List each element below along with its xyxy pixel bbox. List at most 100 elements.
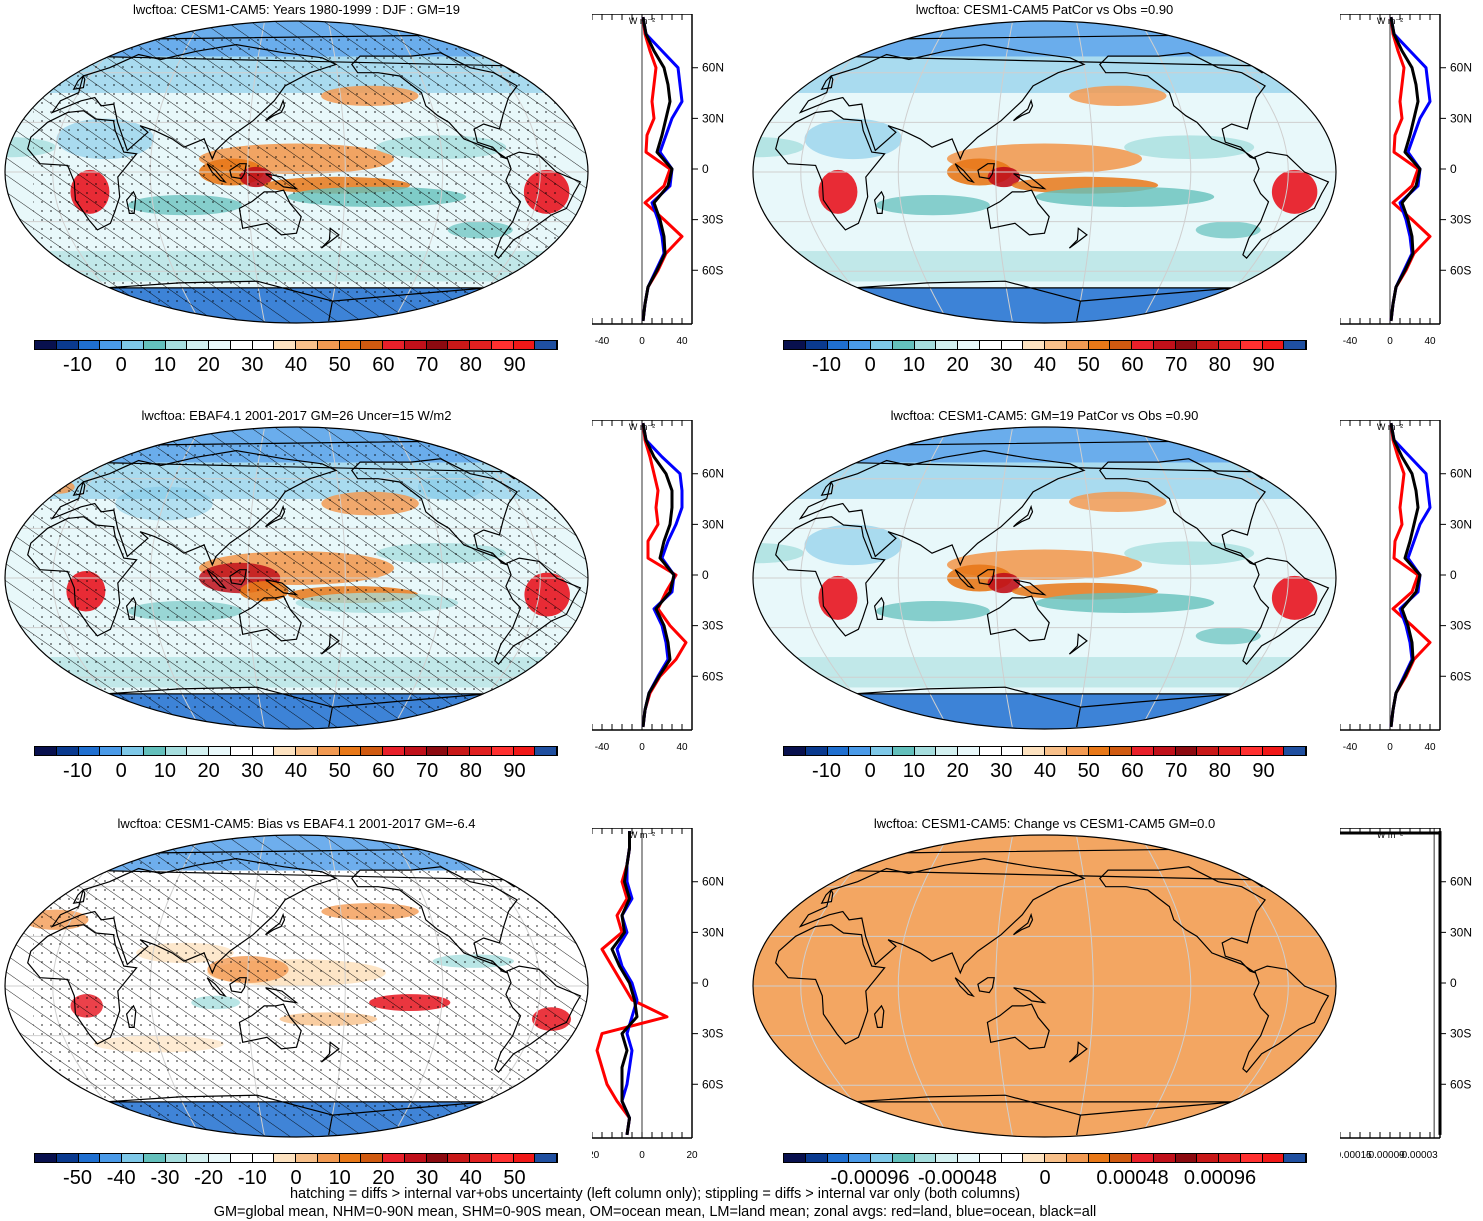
map-plot [752,834,1337,1138]
colorbar-swatch [339,747,362,755]
zonal-y-tick-label: 30S [702,213,723,227]
colorbar-swatch [426,1154,449,1162]
colorbar-swatch [448,341,470,349]
zonal-series-all [610,831,639,1136]
polar-band-north [753,21,1336,57]
colorbar-swatch [1262,341,1285,349]
zonal-y-tick-label: 60N [702,875,724,889]
zonal-y-tick-label: 60N [1450,875,1472,889]
coastline-madagascar [873,596,885,620]
colorbar-tick-label: 0 [115,354,127,376]
colorbar-swatch [1066,1154,1089,1162]
map-plot [752,426,1337,730]
colorbar-swatch [1088,341,1111,349]
coastline-australia [238,189,302,236]
colorbar-labels: -10 0 10 20 30 40 50 60 70 80 90 [34,354,558,378]
colorbar-tick-label: -30 [150,1167,180,1189]
zonal-y-tick-label: 60S [1450,669,1471,683]
colorbar-labels: -50 -40 -30 -20 -10 0 10 20 30 40 50 [34,1167,558,1191]
coastline-uk [820,889,834,904]
colorbar-tick-label: 60 [1121,354,1144,376]
colorbar-swatch [1045,1154,1067,1162]
colorbar-tick-label: -0.00048 [918,1167,997,1189]
coastline-uk [820,75,834,90]
zonal-y-tick-label: 0 [1450,162,1457,176]
colorbar-swatch [936,341,958,349]
colorbar-swatch [1023,747,1045,755]
colorbar-swatch [979,747,1002,755]
zonal-x-tick-label: 0 [1387,742,1393,753]
colorbar-swatch [122,747,144,755]
coastline-samerica [1242,557,1330,665]
colorbar [34,1153,558,1163]
colorbar-swatch [1175,747,1198,755]
colorbar-tick-label: 80 [1208,354,1231,376]
colorbar-swatch [317,747,340,755]
colorbar-swatch [849,1154,871,1162]
colorbar-swatch [535,341,557,349]
zonal-y-tick-label: 0 [702,162,709,176]
colorbar-swatch [871,1154,893,1162]
field-blob [32,69,65,83]
colorbar-swatch [209,747,231,755]
panel-bias: lwcftoa: CESM1-CAM5: Bias vs EBAF4.1 200… [4,816,589,1138]
colorbar-swatch [100,341,122,349]
colorbar-swatch [165,1154,188,1162]
zonal-y-tick-label: 30N [702,111,724,125]
coastline-africa [775,110,886,231]
colorbar-tick-label: -0.00096 [830,1167,910,1189]
panel-model-mean: lwcftoa: CESM1-CAM5: Years 1980-1999 : D… [4,2,589,324]
colorbar-tick-label: 50 [328,760,351,782]
field-blob [1195,221,1261,239]
zonal-x-tick-label: -40 [1343,336,1358,347]
colorbar-swatch [143,1154,166,1162]
zonal-x-tick-label: 0 [639,742,645,753]
coastline-sumatra [954,163,975,184]
colorbar-swatch [1023,1154,1045,1162]
colorbar-swatch [230,1154,253,1162]
map-plot [4,20,589,324]
colorbar-tick-label: 80 [1208,760,1231,782]
colorbar-swatch [1110,1154,1132,1162]
zonal-x-tick-label: -40 [595,336,610,347]
colorbar-tick-label: 40 [1033,354,1057,376]
colorbar-swatch [513,747,536,755]
graticule [753,836,1336,1136]
colorbar-swatch [1066,341,1089,349]
map-border [4,426,589,730]
colorbar-swatch [849,747,871,755]
colorbar-swatch [100,1154,122,1162]
colorbar-tick-label: -20 [194,1167,224,1189]
colorbar-labels: -10 0 10 20 30 40 50 60 70 80 90 [783,354,1307,378]
field-blob [804,118,902,160]
colorbar-swatch [274,747,296,755]
zonal-series-all [641,16,674,322]
colorbar-tick-label: 20 [197,354,220,376]
field-blob [1069,85,1167,106]
colorbar-tick-label: 30 [415,1167,439,1189]
colorbar-labels: -10 0 10 20 30 40 50 60 70 80 90 [34,760,558,784]
colorbar-swatch [892,341,915,349]
colorbar-swatch [784,341,806,349]
graticule [753,22,1336,322]
colorbar-tick-label: 0.00048 [1096,1167,1169,1189]
coastline-antarctica [853,686,1236,728]
colorbar-swatch [1175,1154,1198,1162]
map-plot [752,20,1337,324]
zonal-x-tick-label: -40 [1343,742,1358,753]
coastline-nz [1068,633,1088,655]
coastline-samerica [494,557,582,665]
colorbar-swatch [871,747,893,755]
colorbar-swatch [1197,747,1219,755]
coastline-sumatra [206,163,227,184]
colorbar-tick-label: 30 [241,760,264,782]
colorbar-tick-label: 50 [1077,354,1100,376]
colorbar-swatch [979,1154,1002,1162]
polar-band-south [753,693,1336,729]
colorbar-swatch [296,1154,318,1162]
colorbar-labels: -0.00096 -0.00048 0 0.00048 0.00096 [783,1167,1307,1191]
colorbar-swatch [1240,341,1263,349]
colorbar-tick-label: 0 [864,354,876,376]
coastline-antarctica [853,280,1236,322]
